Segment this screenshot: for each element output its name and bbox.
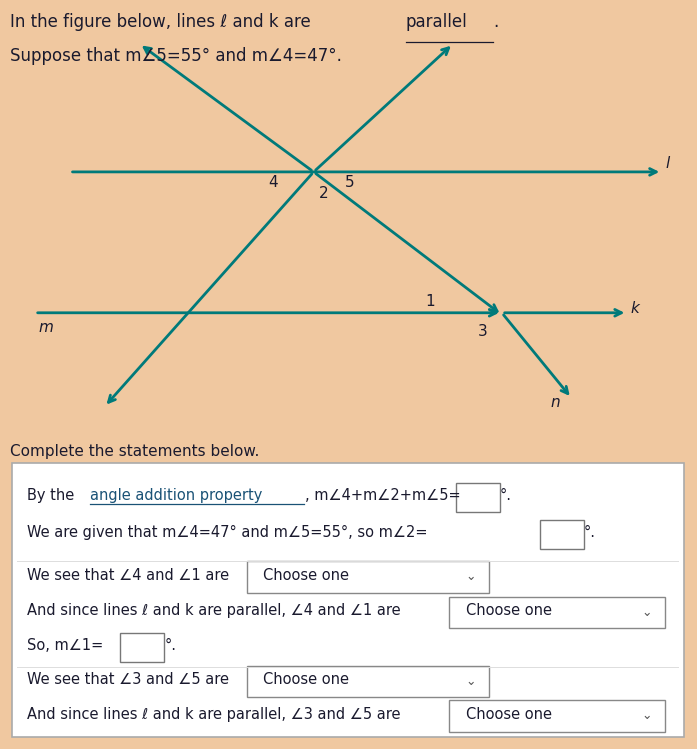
FancyBboxPatch shape (12, 463, 684, 737)
Text: Choose one: Choose one (466, 707, 552, 722)
Text: parallel: parallel (406, 13, 468, 31)
Text: °.: °. (584, 525, 596, 540)
Text: And since lines ℓ and k are parallel, ∠3 and ∠5 are: And since lines ℓ and k are parallel, ∠3… (27, 707, 401, 722)
Text: And since lines ℓ and k are parallel, ∠4 and ∠1 are: And since lines ℓ and k are parallel, ∠4… (27, 604, 401, 619)
Text: So, m∠1=: So, m∠1= (27, 638, 104, 653)
Text: ⌄: ⌄ (466, 570, 476, 583)
Text: k: k (631, 301, 640, 316)
Text: l: l (666, 156, 670, 171)
Text: Choose one: Choose one (466, 604, 552, 619)
Text: °.: °. (164, 638, 176, 653)
Text: .: . (493, 13, 498, 31)
Text: m: m (38, 320, 53, 335)
Text: By the: By the (27, 488, 79, 503)
Text: Choose one: Choose one (263, 568, 349, 583)
Text: We see that ∠4 and ∠1 are: We see that ∠4 and ∠1 are (27, 568, 229, 583)
Text: We are given that m∠4=47° and m∠5=55°, so m∠2=: We are given that m∠4=47° and m∠5=55°, s… (27, 525, 428, 540)
Text: Suppose that m∠5=55° and m∠4=47°.: Suppose that m∠5=55° and m∠4=47°. (10, 46, 342, 64)
Text: 5: 5 (345, 175, 355, 189)
Text: °.: °. (500, 488, 512, 503)
Text: 2: 2 (319, 186, 329, 201)
Text: n: n (551, 395, 560, 410)
FancyBboxPatch shape (449, 700, 665, 732)
Text: In the figure below, lines ℓ and k are: In the figure below, lines ℓ and k are (10, 13, 316, 31)
Text: ⌄: ⌄ (641, 606, 652, 619)
Text: Choose one: Choose one (263, 673, 349, 688)
FancyBboxPatch shape (247, 561, 489, 592)
FancyBboxPatch shape (540, 520, 584, 549)
Text: , m∠4+m∠2+m∠5=: , m∠4+m∠2+m∠5= (305, 488, 460, 503)
FancyBboxPatch shape (247, 666, 489, 697)
Text: ⌄: ⌄ (641, 709, 652, 722)
Text: 3: 3 (477, 324, 487, 339)
FancyBboxPatch shape (456, 483, 500, 512)
FancyBboxPatch shape (449, 597, 665, 628)
Text: 1: 1 (425, 294, 435, 309)
Text: Complete the statements below.: Complete the statements below. (10, 444, 260, 459)
FancyBboxPatch shape (121, 633, 164, 662)
Text: ⌄: ⌄ (466, 675, 476, 688)
Text: 4: 4 (268, 175, 278, 189)
Text: angle addition property: angle addition property (90, 488, 263, 503)
Text: We see that ∠3 and ∠5 are: We see that ∠3 and ∠5 are (27, 673, 229, 688)
